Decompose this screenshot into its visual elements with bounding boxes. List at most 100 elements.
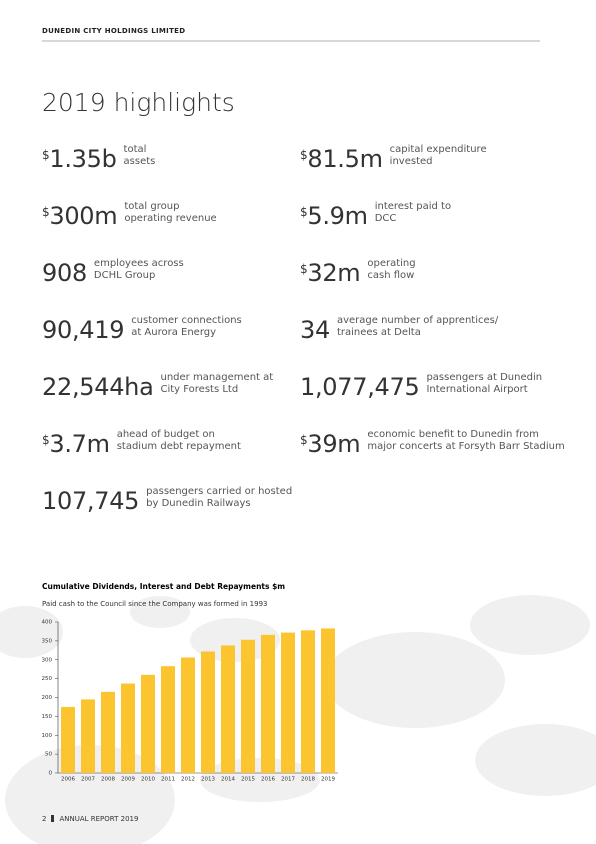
highlight-figure: $81.5m [300, 146, 383, 172]
highlight: 107,745 passengers carried or hosted by Du… [42, 486, 292, 514]
chart-subtitle: Paid cash to the Council since the Compa… [42, 600, 267, 608]
label-line: employees across [93, 258, 184, 269]
label-line: International Airport [426, 384, 528, 395]
highlight: 1,077,475 passengers at Dunedin Internatio… [300, 372, 542, 400]
y-tick-label: 200 [42, 695, 53, 701]
x-tick-label: 2014 [221, 777, 235, 783]
x-tick-label: 2006 [61, 777, 75, 783]
label-line: interest paid to [374, 201, 452, 212]
highlight: 908 employees across DCHL Group [42, 258, 184, 286]
highlight-label: customer connections at Aurora Energy [131, 315, 242, 339]
label-line: invested [389, 156, 433, 167]
label-line: passengers carried or hosted [146, 486, 293, 497]
highlight-label: total assets [124, 144, 156, 168]
currency-prefix: $ [300, 148, 308, 162]
highlight-figure: $32m [300, 260, 361, 286]
bar [81, 699, 95, 773]
label-line: by Dunedin Railways [146, 498, 251, 509]
highlight: $1.35b total assets [42, 144, 156, 172]
figure-value: 39m [307, 430, 361, 458]
highlight: 34 average number of apprentices/trainees… [300, 315, 498, 343]
highlight-figure: 34 [300, 317, 330, 343]
label-line: DCHL Group [93, 270, 156, 281]
chart-title: Cumulative Dividends, Interest and Debt … [42, 582, 285, 591]
y-tick-label: 100 [42, 733, 53, 739]
x-tick-label: 2011 [161, 777, 175, 783]
x-tick-label: 2013 [201, 777, 215, 783]
y-tick-label: 50 [45, 752, 52, 758]
bar [261, 634, 275, 773]
bar [301, 630, 315, 773]
x-tick-label: 2019 [321, 777, 335, 783]
y-tick-label: 250 [42, 676, 53, 682]
highlight-figure: 90,419 [42, 317, 124, 343]
label-line: assets [123, 156, 156, 167]
bar [61, 706, 75, 773]
highlight: $32m operating cash flow [300, 258, 416, 286]
bar [281, 632, 295, 773]
label-line: operating revenue [124, 213, 217, 224]
bar [321, 628, 335, 773]
label-line: total [123, 144, 147, 155]
highlight-figure: $300m [42, 203, 118, 229]
bar [161, 666, 175, 773]
highlight: $3.7m ahead of budget on stadium debt repa… [42, 429, 241, 457]
highlight: $81.5m capital expenditure invested [300, 144, 487, 172]
highlight-label: average number of apprentices/trainees a… [337, 315, 498, 339]
highlight: 90,419 customer connections at Aurora Ener… [42, 315, 242, 343]
bar [201, 651, 215, 773]
heading: 2019 highlights [42, 88, 235, 117]
highlight-figure: 908 [42, 260, 87, 286]
figure-value: 22,544ha [42, 373, 154, 401]
currency-prefix: $ [300, 262, 308, 276]
bar [241, 639, 255, 773]
label-line: total group [124, 201, 180, 212]
figure-value: 3.7m [49, 430, 110, 458]
highlight-figure: $5.9m [300, 203, 368, 229]
highlight-label: interest paid to DCC [375, 201, 451, 225]
currency-prefix: $ [42, 433, 50, 447]
currency-prefix: $ [300, 205, 308, 219]
highlight-label: total group operating revenue [124, 201, 216, 225]
label-line: trainees at Delta [336, 327, 421, 338]
x-tick-label: 2009 [121, 777, 135, 783]
label-line: economic benefit to Dunedin from [367, 429, 539, 440]
label-line: City Forests Ltd [160, 384, 239, 395]
currency-prefix: $ [42, 205, 50, 219]
label-line: under management at [160, 372, 274, 383]
highlight-label: economic benefit to Dunedin from major co… [367, 429, 564, 453]
label-line: ahead of budget on [116, 429, 215, 440]
label-line: stadium debt repayment [116, 441, 241, 452]
y-tick-label: 0 [49, 771, 53, 777]
label-line: at Aurora Energy [131, 327, 217, 338]
x-tick-label: 2008 [101, 777, 115, 783]
figure-value: 90,419 [42, 316, 125, 344]
header-title: DUNEDIN CITY HOLDINGS LIMITED [42, 27, 186, 35]
highlight-label: under management at City Forests Ltd [161, 372, 274, 396]
highlight-label: operating cash flow [367, 258, 415, 282]
label-line: customer connections [131, 315, 242, 326]
figure-value: 1.35b [49, 145, 117, 173]
x-tick-label: 2015 [241, 777, 255, 783]
highlight-figure: $3.7m [42, 431, 110, 457]
highlight: $300m total group operating revenue [42, 201, 217, 229]
footer: 2 ANNUAL REPORT 2019 [42, 815, 138, 823]
bar [101, 691, 115, 773]
x-tick-label: 2012 [181, 777, 195, 783]
label-line: operating [367, 258, 416, 269]
x-tick-label: 2016 [261, 777, 275, 783]
x-tick-label: 2007 [81, 777, 95, 783]
currency-prefix: $ [300, 433, 308, 447]
highlight-label: passengers carried or hosted by Dunedin R… [146, 486, 292, 510]
bar [181, 657, 195, 773]
bar [221, 645, 235, 773]
highlight-figure: 1,077,475 [300, 374, 420, 400]
x-tick-label: 2010 [141, 777, 155, 783]
figure-value: 5.9m [307, 202, 368, 230]
highlight-figure: $1.35b [42, 146, 117, 172]
highlight-figure: $39m [300, 430, 361, 458]
figure-value: 34 [300, 316, 330, 344]
figure-value: 908 [42, 259, 87, 287]
label-line: average number of apprentices/ [336, 315, 499, 326]
